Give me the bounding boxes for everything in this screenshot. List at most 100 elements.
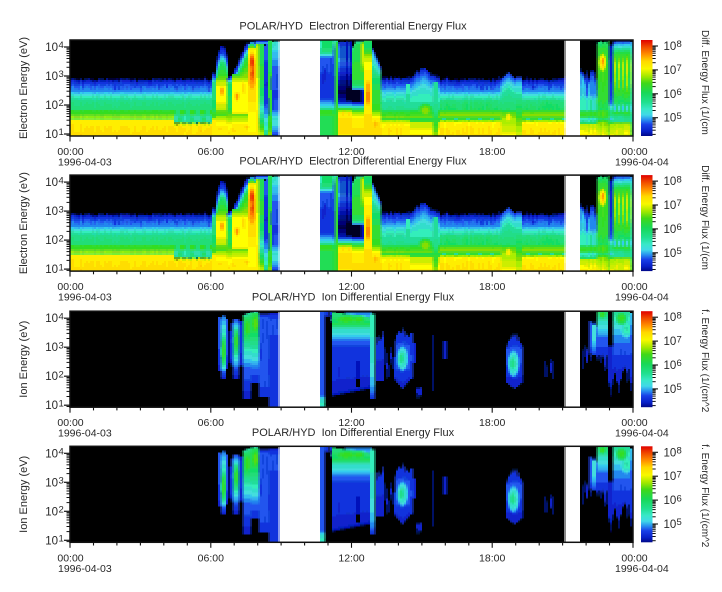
- svg-text:10: 10: [664, 248, 677, 260]
- svg-text:4: 4: [59, 175, 64, 186]
- svg-text:3: 3: [59, 476, 64, 487]
- svg-text:1: 1: [59, 534, 64, 545]
- svg-text:1: 1: [59, 398, 64, 409]
- svg-text:10: 10: [664, 65, 677, 77]
- svg-text:8: 8: [677, 39, 682, 50]
- svg-text:f. Energy Flux (1/(cm^2: f. Energy Flux (1/(cm^2: [699, 444, 710, 547]
- svg-text:Diff. Energy Flux (1/(cm: Diff. Energy Flux (1/(cm: [699, 30, 710, 135]
- svg-text:8: 8: [677, 174, 682, 185]
- svg-text:06:00: 06:00: [198, 552, 224, 564]
- svg-text:f. Energy Flux (1/(cm^2: f. Energy Flux (1/(cm^2: [699, 309, 710, 412]
- svg-text:06:00: 06:00: [198, 281, 224, 293]
- svg-text:1: 1: [59, 262, 64, 273]
- svg-text:10: 10: [664, 519, 677, 531]
- svg-text:8: 8: [677, 310, 682, 321]
- svg-text:2: 2: [59, 369, 64, 380]
- svg-text:10: 10: [45, 129, 58, 141]
- svg-text:12:00: 12:00: [338, 552, 364, 564]
- svg-text:10: 10: [45, 100, 58, 112]
- svg-text:10: 10: [45, 448, 58, 460]
- svg-text:1996-04-04: 1996-04-04: [615, 428, 669, 440]
- svg-text:7: 7: [677, 198, 682, 209]
- svg-text:10: 10: [45, 535, 58, 547]
- svg-text:00:00: 00:00: [57, 552, 83, 564]
- svg-text:10: 10: [45, 235, 58, 247]
- svg-text:00:00: 00:00: [57, 417, 83, 429]
- svg-text:18:00: 18:00: [479, 552, 505, 564]
- svg-text:10: 10: [45, 342, 58, 354]
- svg-text:POLAR/HYD Ion Differential En: POLAR/HYD Ion Differential Energy Flux: [252, 292, 455, 304]
- svg-text:10: 10: [45, 264, 58, 276]
- svg-text:00:00: 00:00: [621, 146, 647, 158]
- svg-text:1996-04-04: 1996-04-04: [615, 563, 669, 575]
- svg-text:10: 10: [45, 477, 58, 489]
- svg-text:10: 10: [664, 89, 677, 101]
- svg-text:1: 1: [59, 127, 64, 138]
- svg-text:10: 10: [664, 360, 677, 372]
- svg-text:5: 5: [677, 382, 682, 393]
- svg-text:5: 5: [677, 111, 682, 122]
- svg-text:10: 10: [664, 41, 677, 53]
- svg-text:10: 10: [45, 42, 58, 54]
- svg-text:10: 10: [664, 336, 677, 348]
- svg-text:10: 10: [664, 312, 677, 324]
- svg-text:18:00: 18:00: [479, 146, 505, 158]
- svg-text:10: 10: [664, 200, 677, 212]
- svg-text:4: 4: [59, 40, 64, 51]
- svg-text:1996-04-04: 1996-04-04: [615, 157, 669, 169]
- svg-text:10: 10: [45, 506, 58, 518]
- svg-text:18:00: 18:00: [479, 281, 505, 293]
- svg-text:3: 3: [59, 204, 64, 215]
- svg-text:00:00: 00:00: [621, 281, 647, 293]
- svg-text:1996-04-03: 1996-04-03: [58, 428, 112, 440]
- svg-text:10: 10: [664, 471, 677, 483]
- svg-text:10: 10: [45, 371, 58, 383]
- svg-text:Ion Energy (eV): Ion Energy (eV): [18, 456, 30, 533]
- svg-text:3: 3: [59, 69, 64, 80]
- svg-text:7: 7: [677, 63, 682, 74]
- svg-text:10: 10: [664, 447, 677, 459]
- svg-text:6: 6: [677, 87, 682, 98]
- svg-text:10: 10: [664, 176, 677, 188]
- svg-text:6: 6: [677, 222, 682, 233]
- svg-text:00:00: 00:00: [57, 146, 83, 158]
- svg-text:10: 10: [45, 206, 58, 218]
- svg-text:4: 4: [59, 311, 64, 322]
- svg-text:10: 10: [664, 224, 677, 236]
- svg-text:POLAR/HYD Electron Differenti: POLAR/HYD Electron Differential Energy F…: [239, 156, 467, 168]
- svg-text:4: 4: [59, 447, 64, 458]
- svg-text:Electron Energy (eV): Electron Energy (eV): [18, 172, 30, 274]
- svg-text:18:00: 18:00: [479, 417, 505, 429]
- svg-text:12:00: 12:00: [338, 281, 364, 293]
- svg-text:5: 5: [677, 517, 682, 528]
- svg-text:3: 3: [59, 340, 64, 351]
- svg-text:7: 7: [677, 469, 682, 480]
- svg-text:Diff. Energy Flux (1/(cm: Diff. Energy Flux (1/(cm: [699, 165, 710, 270]
- svg-text:10: 10: [664, 495, 677, 507]
- svg-text:12:00: 12:00: [338, 146, 364, 158]
- svg-text:1996-04-03: 1996-04-03: [58, 292, 112, 304]
- svg-text:12:00: 12:00: [338, 417, 364, 429]
- svg-text:1996-04-03: 1996-04-03: [58, 157, 112, 169]
- svg-text:10: 10: [664, 113, 677, 125]
- svg-text:5: 5: [677, 246, 682, 257]
- svg-text:POLAR/HYD Ion Differential En: POLAR/HYD Ion Differential Energy Flux: [252, 427, 455, 439]
- svg-text:00:00: 00:00: [57, 281, 83, 293]
- svg-text:10: 10: [664, 384, 677, 396]
- svg-text:7: 7: [677, 334, 682, 345]
- svg-text:1996-04-03: 1996-04-03: [58, 563, 112, 575]
- svg-text:10: 10: [45, 177, 58, 189]
- svg-text:6: 6: [677, 493, 682, 504]
- svg-text:10: 10: [45, 313, 58, 325]
- svg-text:2: 2: [59, 233, 64, 244]
- svg-text:8: 8: [677, 446, 682, 457]
- svg-text:10: 10: [45, 400, 58, 412]
- svg-text:06:00: 06:00: [198, 417, 224, 429]
- svg-text:2: 2: [59, 98, 64, 109]
- svg-text:10: 10: [45, 71, 58, 83]
- svg-text:00:00: 00:00: [621, 417, 647, 429]
- svg-text:1996-04-04: 1996-04-04: [615, 292, 669, 304]
- svg-text:Ion Energy (eV): Ion Energy (eV): [18, 321, 30, 398]
- svg-text:Electron Energy (eV): Electron Energy (eV): [18, 37, 30, 139]
- svg-text:2: 2: [59, 505, 64, 516]
